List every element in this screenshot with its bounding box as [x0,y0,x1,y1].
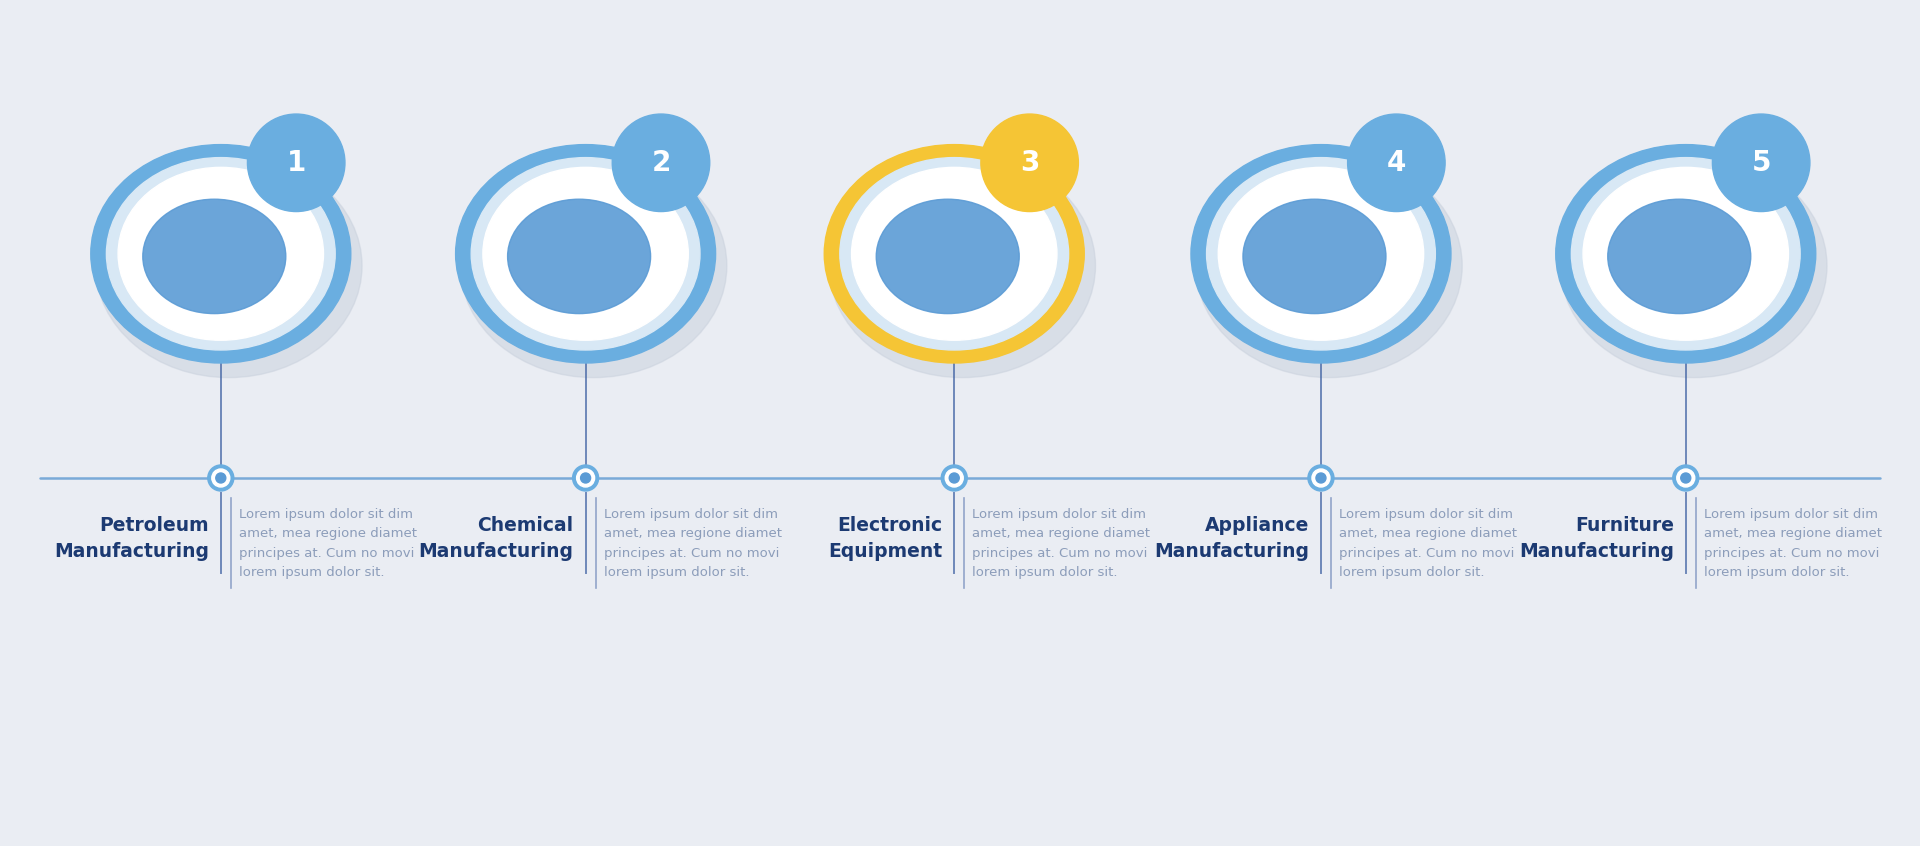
Text: Appliance
Manufacturing: Appliance Manufacturing [1154,516,1309,561]
Text: 1: 1 [286,149,305,177]
Circle shape [1315,473,1327,483]
Text: 5: 5 [1751,149,1770,177]
Ellipse shape [839,157,1069,350]
Ellipse shape [824,145,1085,363]
Ellipse shape [876,199,1020,314]
Ellipse shape [455,145,716,363]
Text: Lorem ipsum dolor sit dim
amet, mea regione diamet
principes at. Cum no movi
lor: Lorem ipsum dolor sit dim amet, mea regi… [603,508,781,580]
Circle shape [948,473,960,483]
Circle shape [626,127,697,199]
Circle shape [941,465,968,491]
Circle shape [1308,465,1334,491]
Text: Lorem ipsum dolor sit dim
amet, mea regione diamet
principes at. Cum no movi
lor: Lorem ipsum dolor sit dim amet, mea regi… [1338,508,1517,580]
Circle shape [945,469,964,487]
Text: Electronic
Equipment: Electronic Equipment [828,516,943,561]
Ellipse shape [1219,168,1423,340]
Circle shape [1311,469,1331,487]
Circle shape [1680,473,1692,483]
Ellipse shape [1242,199,1386,314]
Ellipse shape [507,199,651,314]
Ellipse shape [484,168,687,340]
Ellipse shape [461,154,728,377]
Circle shape [1726,127,1797,199]
Circle shape [215,473,227,483]
Circle shape [612,114,710,212]
Text: Lorem ipsum dolor sit dim
amet, mea regione diamet
principes at. Cum no movi
lor: Lorem ipsum dolor sit dim amet, mea regi… [1703,508,1882,580]
Text: 3: 3 [1020,149,1039,177]
Circle shape [1672,465,1699,491]
Text: Lorem ipsum dolor sit dim
amet, mea regione diamet
principes at. Cum no movi
lor: Lorem ipsum dolor sit dim amet, mea regi… [972,508,1150,580]
Text: Lorem ipsum dolor sit dim
amet, mea regione diamet
principes at. Cum no movi
lor: Lorem ipsum dolor sit dim amet, mea regi… [238,508,417,580]
Ellipse shape [90,145,351,363]
Ellipse shape [1571,157,1801,350]
Text: Furniture
Manufacturing: Furniture Manufacturing [1519,516,1674,561]
Text: 4: 4 [1386,149,1405,177]
Ellipse shape [852,168,1056,340]
Circle shape [1348,114,1446,212]
Ellipse shape [1206,157,1436,350]
Circle shape [981,114,1079,212]
Circle shape [207,465,234,491]
Ellipse shape [1584,168,1788,340]
Circle shape [572,465,599,491]
Text: Petroleum
Manufacturing: Petroleum Manufacturing [54,516,209,561]
Circle shape [580,473,591,483]
Ellipse shape [1190,145,1452,363]
Ellipse shape [829,154,1096,377]
Text: Chemical
Manufacturing: Chemical Manufacturing [419,516,574,561]
Circle shape [995,127,1066,199]
Text: 2: 2 [651,149,670,177]
Ellipse shape [470,157,701,350]
Circle shape [248,114,346,212]
Circle shape [576,469,595,487]
Ellipse shape [1555,145,1816,363]
Ellipse shape [142,199,286,314]
Ellipse shape [96,154,363,377]
Ellipse shape [106,157,336,350]
Ellipse shape [1196,154,1463,377]
Circle shape [1361,127,1432,199]
Circle shape [1676,469,1695,487]
Circle shape [261,127,332,199]
Circle shape [1713,114,1811,212]
Ellipse shape [1607,199,1751,314]
Circle shape [211,469,230,487]
Ellipse shape [1561,154,1828,377]
Ellipse shape [119,168,323,340]
